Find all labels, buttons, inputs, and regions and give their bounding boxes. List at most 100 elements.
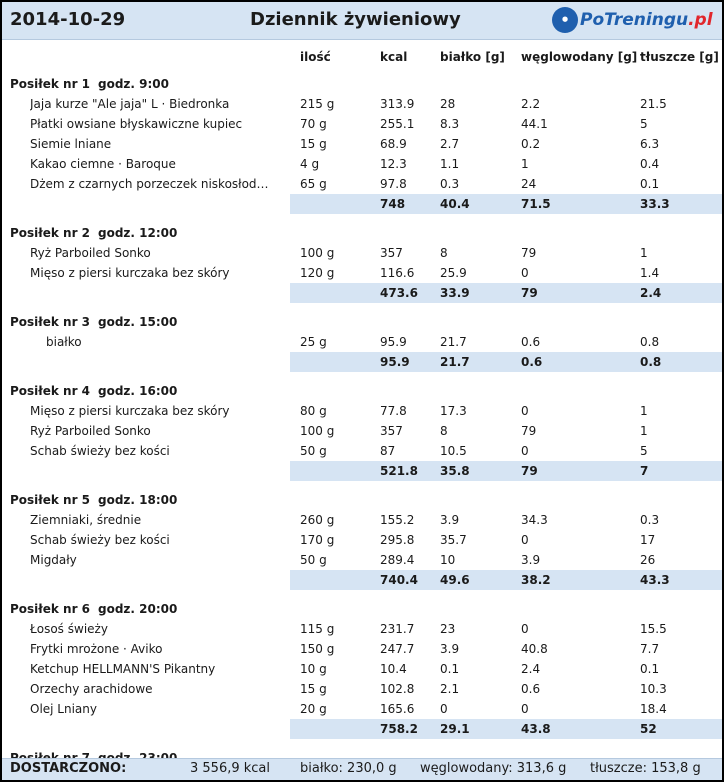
food-carbs: 40.8 (521, 642, 548, 656)
meal-label: Posiłek nr 4 (10, 384, 91, 398)
food-name[interactable]: Frytki mrożone · Aviko (30, 642, 163, 656)
food-qty: 50 g (300, 553, 327, 567)
food-kcal: 357 (380, 246, 403, 260)
meal-spacer (2, 214, 722, 223)
food-name[interactable]: Ryż Parboiled Sonko (30, 246, 151, 260)
food-protein: 8.3 (440, 117, 460, 131)
food-name[interactable]: Jaja kurze "Ale jaja" L · Biedronka (30, 97, 230, 111)
col-header-protein: białko [g] (440, 50, 505, 64)
food-kcal: 77.8 (380, 404, 407, 418)
food-name[interactable]: Orzechy arachidowe (30, 682, 153, 696)
totals-kcal: 3 556,9 kcal (190, 761, 271, 776)
sum-carbs: 79 (521, 286, 538, 300)
food-name[interactable]: Mięso z piersi kurczaka bez skóry (30, 266, 230, 280)
food-kcal: 295.8 (380, 533, 415, 547)
food-name[interactable]: Kakao ciemne · Baroque (30, 157, 176, 171)
food-name[interactable]: Dżem z czarnych porzeczek niskosłod… (30, 177, 269, 191)
food-protein: 10.5 (440, 444, 467, 458)
food-row[interactable]: Dżem z czarnych porzeczek niskosłod… 65 g… (2, 174, 722, 194)
food-carbs: 79 (521, 246, 537, 260)
food-name[interactable]: Płatki owsiane błyskawiczne kupiec (30, 117, 243, 131)
food-row[interactable]: Migdały 50 g 289.4 10 3.9 26 (2, 550, 722, 570)
food-carbs: 0.6 (521, 682, 541, 696)
food-row[interactable]: Schab świeży bez kości 170 g 295.8 35.7 0 17 (2, 530, 722, 550)
meal-spacer (2, 739, 722, 748)
food-row[interactable]: Mięso z piersi kurczaka bez skóry 80 g 77.… (2, 401, 722, 421)
food-name[interactable]: Ketchup HELLMANN'S Pikantny (30, 662, 216, 676)
food-row[interactable]: Ketchup HELLMANN'S Pikantny 10 g 10.4 0.1 2.… (2, 659, 722, 679)
food-name[interactable]: Migdały (30, 553, 77, 567)
sum-fat: 33.3 (640, 197, 670, 211)
potreningu-logo[interactable]: • PoTreningu.pl (552, 6, 713, 34)
food-row[interactable]: Frytki mrożone · Aviko 150 g 247.7 3.9 40.8 7… (2, 639, 722, 659)
food-qty: 115 g (300, 622, 335, 636)
food-name[interactable]: Łosoś świeży (30, 622, 108, 636)
food-qty: 65 g (300, 177, 327, 191)
sum-protein: 29.1 (440, 722, 470, 736)
food-name[interactable]: Olej Lniany (30, 702, 97, 716)
food-kcal: 10.4 (380, 662, 407, 676)
meal-sum-row: 748 40.4 71.5 33.3 (2, 194, 722, 214)
food-protein: 8 (440, 424, 448, 438)
food-fat: 7.7 (640, 642, 660, 656)
sum-protein: 21.7 (440, 355, 470, 369)
food-row[interactable]: Olej Lniany 20 g 165.6 0 0 18.4 (2, 699, 722, 719)
food-row[interactable]: Siemie lniane 15 g 68.9 2.7 0.2 6.3 (2, 134, 722, 154)
food-fat: 10.3 (640, 682, 667, 696)
sum-carbs: 71.5 (521, 197, 551, 211)
meal-label: Posiłek nr 6 (10, 602, 91, 616)
food-qty: 100 g (300, 246, 335, 260)
meal-sum-row: 758.2 29.1 43.8 52 (2, 719, 722, 739)
food-fat: 21.5 (640, 97, 667, 111)
food-name[interactable]: Ziemniaki, średnie (30, 513, 142, 527)
food-row[interactable]: białko 25 g 95.9 21.7 0.6 0.8 (2, 332, 722, 352)
food-name[interactable]: białko (46, 335, 82, 349)
food-row[interactable]: Jaja kurze "Ale jaja" L · Biedronka 215 g… (2, 94, 722, 114)
food-fat: 26 (640, 553, 656, 567)
totals-bar: DOSTARCZONO: 3 556,9 kcal białko: 230,0 … (2, 758, 722, 780)
col-header-carbs: węglowodany [g] (521, 50, 638, 64)
food-row[interactable]: Ryż Parboiled Sonko 100 g 357 8 79 1 (2, 243, 722, 263)
food-row[interactable]: Mięso z piersi kurczaka bez skóry 120 g 11… (2, 263, 722, 283)
food-carbs: 0 (521, 266, 529, 280)
food-fat: 0.3 (640, 513, 660, 527)
food-carbs: 0 (521, 404, 529, 418)
food-qty: 80 g (300, 404, 327, 418)
meal-sum-row: 740.4 49.6 38.2 43.3 (2, 570, 722, 590)
food-kcal: 155.2 (380, 513, 415, 527)
food-row[interactable]: Ryż Parboiled Sonko 100 g 357 8 79 1 (2, 421, 722, 441)
food-carbs: 34.3 (521, 513, 548, 527)
food-row[interactable]: Orzechy arachidowe 15 g 102.8 2.1 0.6 10.3 (2, 679, 722, 699)
food-qty: 4 g (300, 157, 320, 171)
totals-carbs: węglowodany: 313,6 g (420, 761, 567, 776)
meal-label: Posiłek nr 3 (10, 315, 91, 329)
food-row[interactable]: Kakao ciemne · Baroque 4 g 12.3 1.1 1 0.4 (2, 154, 722, 174)
logo-mark-icon: • (552, 7, 578, 33)
food-protein: 8 (440, 246, 448, 260)
totals-protein: białko: 230,0 g (300, 761, 397, 776)
food-protein: 0 (440, 702, 448, 716)
food-row[interactable]: Płatki owsiane błyskawiczne kupiec 70 g 25… (2, 114, 722, 134)
food-name[interactable]: Schab świeży bez kości (30, 444, 170, 458)
food-name[interactable]: Ryż Parboiled Sonko (30, 424, 151, 438)
sum-kcal: 521.8 (380, 464, 418, 478)
meal-time: godz. 20:00 (98, 602, 178, 616)
food-row[interactable]: Łosoś świeży 115 g 231.7 23 0 15.5 (2, 619, 722, 639)
meals-list: Posiłek nr 1 godz. 9:00 Jaja kurze "Ale ja… (2, 74, 722, 780)
food-name[interactable]: Schab świeży bez kości (30, 533, 170, 547)
food-row[interactable]: Schab świeży bez kości 50 g 87 10.5 0 5 (2, 441, 722, 461)
food-carbs: 2.2 (521, 97, 541, 111)
food-qty: 150 g (300, 642, 335, 656)
food-qty: 50 g (300, 444, 327, 458)
food-name[interactable]: Mięso z piersi kurczaka bez skóry (30, 404, 230, 418)
food-qty: 170 g (300, 533, 335, 547)
food-kcal: 289.4 (380, 553, 415, 567)
sum-carbs: 0.6 (521, 355, 543, 369)
food-row[interactable]: Ziemniaki, średnie 260 g 155.2 3.9 34.3 0.3 (2, 510, 722, 530)
meal-header: Posiłek nr 1 godz. 9:00 (2, 74, 722, 94)
meal-table: ilość kcal białko [g] węglowodany [g] tł… (2, 40, 722, 780)
food-name[interactable]: Siemie lniane (30, 137, 112, 151)
sum-band (290, 570, 722, 590)
sum-carbs: 43.8 (521, 722, 551, 736)
